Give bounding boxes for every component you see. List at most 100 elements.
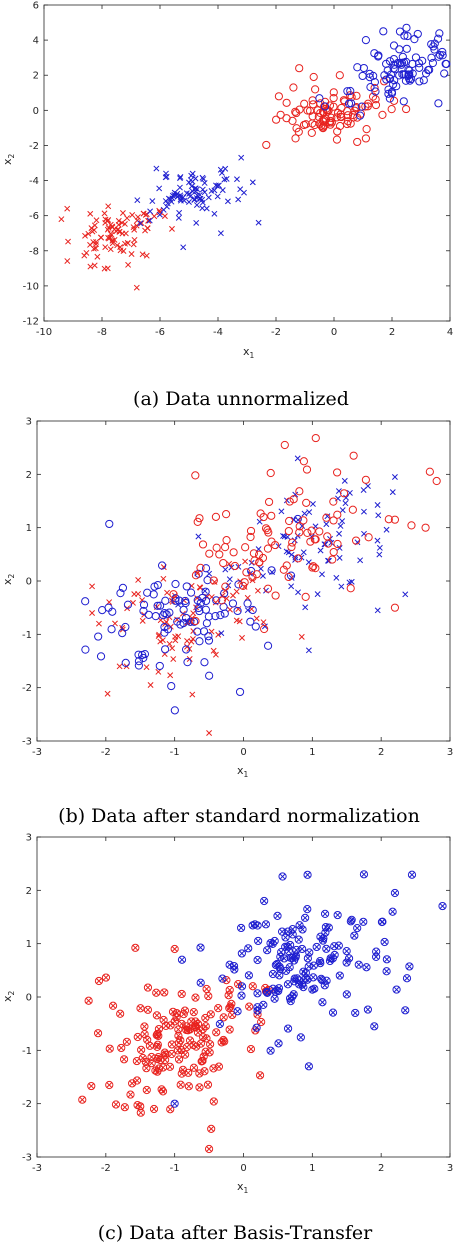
point-red-cross: [64, 205, 71, 212]
point-red-cross: [169, 645, 176, 652]
point-blue-cross: [304, 906, 311, 912]
point-red-cross: [230, 592, 236, 599]
point-red-cross: [163, 1023, 169, 1029]
point-red-circle: [227, 999, 236, 1008]
point-blue-circle: [293, 514, 302, 524]
point-blue-circle: [215, 1019, 224, 1029]
point-red-cross: [113, 1101, 119, 1108]
point-red-cross: [257, 1072, 263, 1079]
point-red-cross: [192, 994, 199, 1001]
point-blue-cross: [294, 455, 301, 462]
point-blue-cross: [379, 919, 386, 925]
point-red-cross: [129, 212, 136, 218]
point-red-circle: [267, 511, 276, 520]
point-blue-circle: [105, 519, 114, 529]
point-blue-cross: [319, 999, 326, 1005]
point-blue-cross: [376, 544, 383, 551]
point-red-circle: [311, 85, 320, 94]
point-blue-circle: [267, 566, 276, 575]
point-blue-circle: [171, 594, 180, 603]
point-red-cross: [138, 1047, 144, 1053]
point-red-circle: [307, 526, 316, 535]
point-blue-cross: [339, 518, 346, 525]
point-blue-circle: [357, 102, 366, 111]
point-red-circle: [280, 440, 289, 450]
point-red-cross: [95, 1030, 101, 1036]
point-red-circle: [198, 1025, 207, 1034]
point-blue-circle: [144, 610, 153, 619]
point-red-cross: [212, 651, 219, 658]
point-blue-circle: [253, 989, 262, 998]
point-red-cross: [139, 251, 146, 258]
point-red-cross: [207, 1041, 213, 1048]
point-red-circle: [384, 515, 393, 524]
point-blue-circle: [402, 44, 411, 53]
point-red-cross: [156, 209, 163, 216]
point-red-circle: [326, 120, 335, 129]
point-red-cross: [180, 1011, 187, 1017]
point-red-circle: [303, 528, 312, 537]
point-red-circle: [222, 975, 231, 985]
point-red-circle: [361, 134, 370, 143]
point-blue-circle: [382, 955, 391, 964]
point-blue-cross: [224, 198, 231, 205]
point-red-cross: [160, 1088, 166, 1095]
point-blue-cross: [393, 986, 400, 993]
point-red-circle: [329, 88, 338, 97]
point-blue-cross: [344, 991, 350, 998]
point-red-circle: [271, 540, 280, 550]
point-blue-circle: [370, 78, 379, 87]
point-blue-cross: [305, 955, 311, 962]
point-red-circle: [152, 1011, 161, 1020]
point-red-circle: [362, 125, 371, 134]
point-blue-circle: [395, 45, 404, 54]
point-blue-cross: [292, 491, 299, 498]
point-blue-cross: [239, 983, 245, 990]
point-red-circle: [361, 102, 370, 111]
point-blue-cross: [193, 219, 200, 226]
point-blue-cross: [188, 183, 195, 190]
point-blue-cross: [317, 960, 324, 966]
point-red-circle: [263, 584, 273, 593]
point-red-cross: [221, 1038, 227, 1045]
point-red-circle: [131, 943, 140, 952]
point-red-circle: [160, 988, 169, 997]
point-red-circle: [282, 98, 291, 107]
point-blue-cross: [295, 589, 302, 596]
point-red-cross: [121, 221, 128, 227]
point-blue-cross: [374, 502, 381, 508]
point-red-circle: [120, 1103, 129, 1112]
point-blue-circle: [140, 650, 150, 659]
point-blue-circle: [407, 870, 417, 879]
point-red-circle: [111, 1100, 121, 1109]
point-red-cross: [143, 664, 150, 671]
point-red-cross: [186, 1083, 192, 1090]
point-red-circle: [289, 83, 298, 92]
point-red-circle: [225, 1025, 234, 1034]
point-blue-circle: [228, 599, 238, 608]
point-red-cross: [65, 238, 71, 245]
point-blue-circle: [358, 71, 367, 81]
point-blue-cross: [270, 971, 276, 977]
point-blue-circle: [94, 632, 103, 641]
point-red-cross: [105, 203, 112, 210]
point-blue-circle: [196, 978, 205, 987]
point-blue-cross: [254, 957, 261, 963]
panel-b-ticks: -3 -2 -1 0 1 2 3 -3 -2 -1 0 1 2 3: [22, 417, 453, 759]
point-red-cross: [112, 620, 118, 627]
point-blue-cross: [404, 975, 410, 982]
y-tick-label: -1: [22, 1046, 32, 1057]
point-red-circle: [352, 91, 361, 100]
point-blue-cross: [231, 963, 237, 969]
point-blue-cross: [310, 974, 316, 981]
point-blue-circle: [317, 974, 326, 983]
point-blue-cross: [305, 647, 312, 654]
point-red-circle: [345, 91, 355, 100]
point-red-cross: [133, 284, 140, 291]
point-blue-circle: [296, 1033, 305, 1042]
point-blue-circle: [346, 86, 355, 96]
point-red-circle: [221, 582, 230, 591]
point-red-circle: [255, 558, 264, 567]
point-blue-cross: [341, 477, 348, 484]
x-tick-label: -3: [32, 747, 42, 758]
